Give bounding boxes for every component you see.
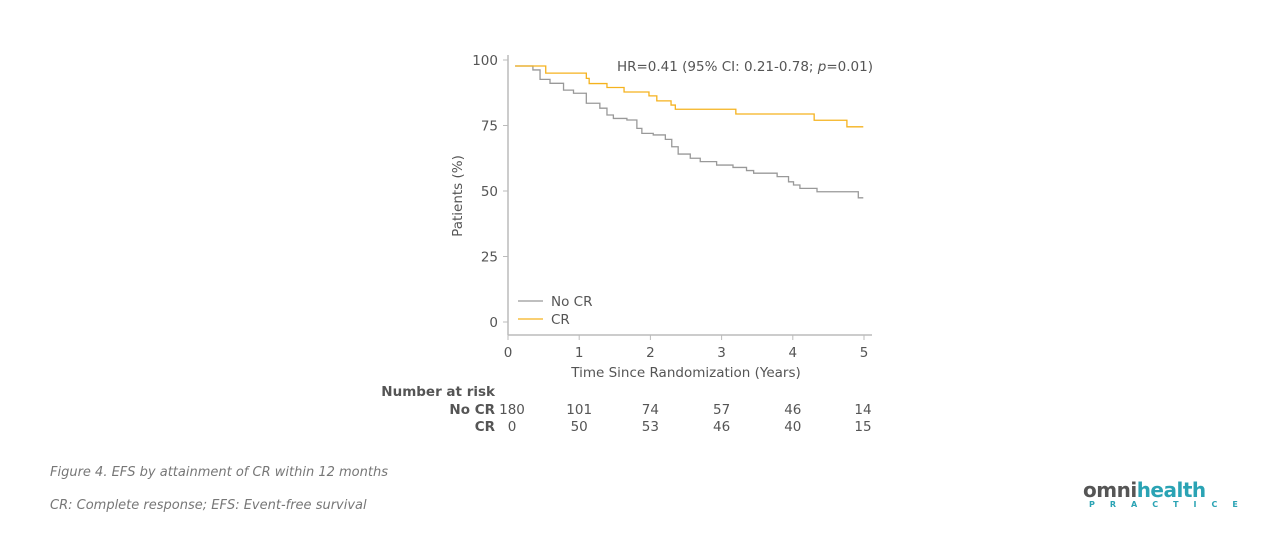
risk-value: 14 [854,402,871,418]
risk-value: 46 [784,402,801,418]
footnote: CR: Complete response; EFS: Event-free s… [50,498,367,513]
risk-value: 57 [713,402,730,418]
x-tick-label: 2 [646,345,655,361]
y-tick-label: 50 [481,184,498,200]
x-tick-label: 5 [860,345,869,361]
x-axis-label: Time Since Randomization (Years) [570,365,801,381]
legend: No CR CR [518,294,592,328]
legend-label-cr: CR [551,312,570,328]
y-tick-label: 0 [489,315,498,331]
risk-value: 40 [784,419,801,435]
x-tick-label: 4 [789,345,798,361]
x-tick-label: 1 [575,345,584,361]
figure-caption: Figure 4. EFS by attainment of CR within… [50,465,388,480]
curve-no-cr [515,65,864,199]
hazard-ratio-annotation: HR=0.41 (95% CI: 0.21-0.78; p=0.01) [617,59,873,75]
risk-value: 74 [642,402,659,418]
risk-value: 15 [854,419,871,435]
y-tick-label: 75 [481,119,498,135]
risk-value: 101 [566,402,592,418]
risk-value: 46 [713,419,730,435]
omnihealth-logo: omnihealth PRACTICE [1083,478,1253,509]
risk-table-title: Number at risk [381,384,496,400]
x-tick-label: 0 [504,345,513,361]
risk-value: 53 [642,419,659,435]
y-tick-label: 25 [481,250,498,266]
risk-value: 180 [499,402,525,418]
x-tick-label: 3 [717,345,726,361]
curve-cr [515,65,864,128]
y-tick-label: 100 [472,53,498,69]
risk-row-label-no-cr: No CR [449,402,495,418]
legend-label-no-cr: No CR [551,294,592,310]
risk-value: 50 [571,419,588,435]
y-axis-label: Patients (%) [450,155,466,237]
risk-value: 0 [508,419,517,435]
risk-row-label-cr: CR [475,419,496,435]
